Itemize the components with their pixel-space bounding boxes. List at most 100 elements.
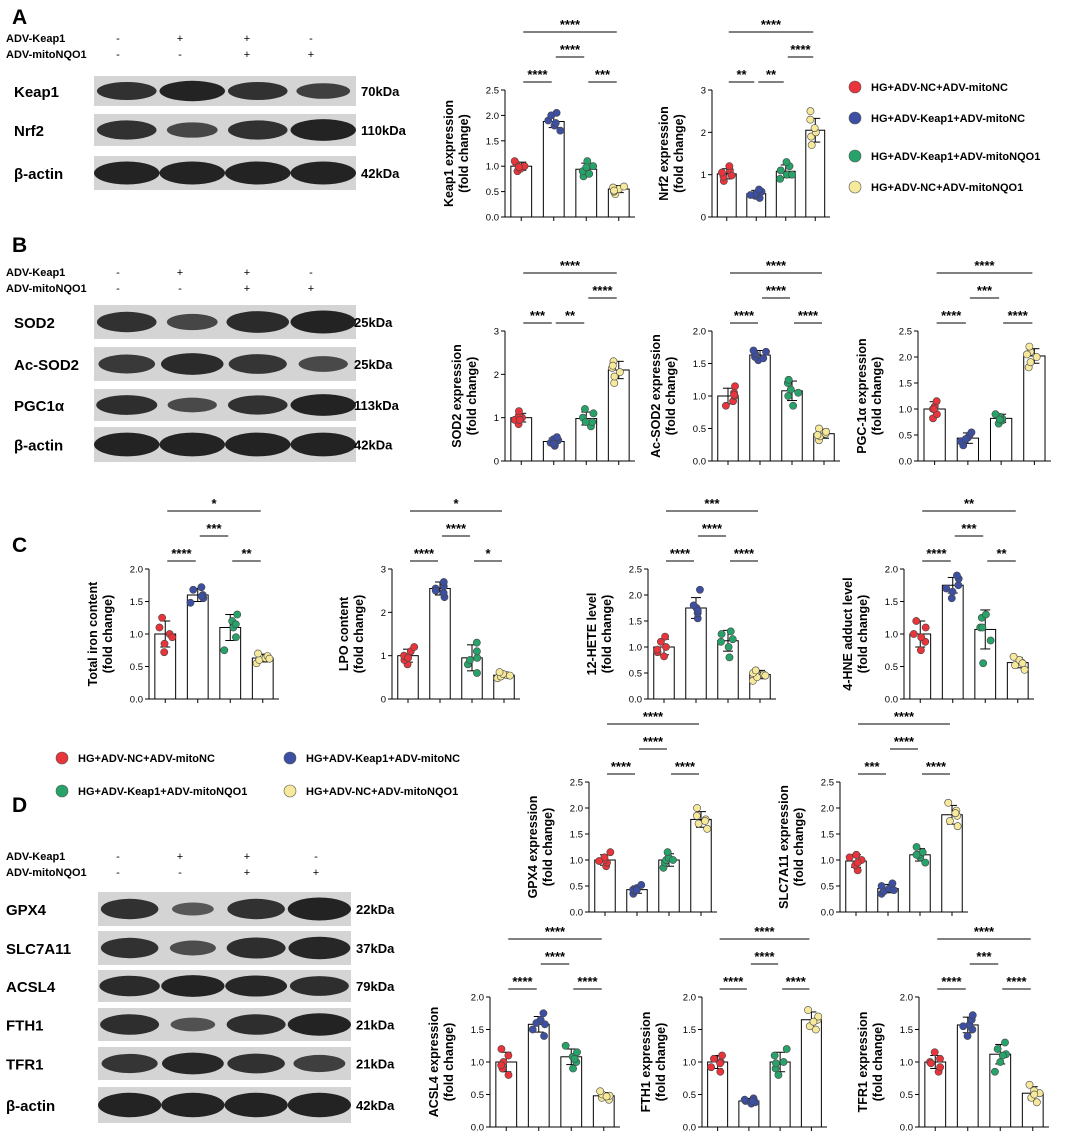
data-point xyxy=(942,584,951,593)
bar xyxy=(527,1023,550,1128)
treatment-sign: + xyxy=(244,283,250,295)
data-point xyxy=(789,401,798,410)
y-tick-label: 1.0 xyxy=(486,162,499,173)
blot-band xyxy=(167,397,217,413)
significance-label: ** xyxy=(736,67,747,82)
y-tick-label: 1 xyxy=(701,170,706,181)
significance-label: **** xyxy=(577,974,598,989)
data-point xyxy=(653,645,662,654)
significance-label: **** xyxy=(766,283,787,298)
data-point xyxy=(917,633,926,642)
blot-band xyxy=(287,1013,351,1036)
blot-band xyxy=(159,161,225,185)
y-axis-label-unit: (fold change) xyxy=(541,808,555,886)
data-point xyxy=(927,1059,935,1068)
data-point xyxy=(1023,350,1031,359)
y-tick-label: 3 xyxy=(494,327,499,338)
blot-band xyxy=(227,1053,285,1074)
y-axis-label-unit: (fold change) xyxy=(871,1023,885,1101)
bar xyxy=(956,1024,979,1128)
data-point xyxy=(662,643,670,651)
blot-name: PGC1α xyxy=(14,398,65,415)
data-point xyxy=(788,170,797,179)
data-point xyxy=(916,646,925,655)
data-point xyxy=(197,583,206,592)
legend-label: HG+ADV-NC+ADV-mitoNQO1 xyxy=(306,786,458,798)
data-point xyxy=(998,1051,1007,1060)
data-point xyxy=(947,594,956,603)
data-point xyxy=(573,1048,581,1057)
significance-label: **** xyxy=(611,759,632,774)
significance-label: * xyxy=(211,496,217,511)
data-point xyxy=(991,410,1000,419)
data-point xyxy=(852,850,861,859)
bar xyxy=(941,584,964,700)
y-axis-label-unit: (fold change) xyxy=(654,1023,668,1101)
data-point xyxy=(786,385,795,394)
data-point xyxy=(595,857,604,865)
significance-label: *** xyxy=(595,67,611,82)
blot-band xyxy=(227,395,288,415)
blot-name: β-actin xyxy=(14,438,63,455)
data-point xyxy=(497,1061,506,1070)
data-point xyxy=(189,585,198,594)
y-tick-label: 2 xyxy=(381,608,386,619)
panel-letter-a: A xyxy=(12,6,27,29)
data-point xyxy=(515,407,523,416)
data-point xyxy=(694,819,703,828)
significance-label: **** xyxy=(761,17,782,32)
significance-label: **** xyxy=(545,949,566,964)
treatment-sign: - xyxy=(178,49,182,61)
significance-label: *** xyxy=(704,496,720,511)
y-axis-label: 4-HNE adduct level xyxy=(841,577,855,690)
blot-kda: 42kDa xyxy=(356,1098,395,1113)
bar-chart-5: 0.0 0.5 1.0 1.5 2.0 2.5 PGC-1α expression (fold… xyxy=(855,258,1051,468)
treatment-sign: - xyxy=(309,33,313,45)
panel-letter-d: D xyxy=(12,794,27,817)
data-point xyxy=(602,1092,611,1101)
blot-band xyxy=(290,310,356,334)
data-point xyxy=(553,433,561,442)
panel-letter-b: B xyxy=(12,234,27,257)
y-axis-label-unit: (fold change) xyxy=(870,357,884,435)
data-point xyxy=(724,643,733,651)
data-point xyxy=(552,108,561,117)
data-point xyxy=(703,824,712,833)
blot-band xyxy=(224,1092,288,1118)
y-tick-label: 1.0 xyxy=(570,856,583,867)
legend-label: HG+ADV-Keap1+ADV-mitoNC xyxy=(871,113,1025,125)
data-point xyxy=(770,1051,779,1060)
blot-band xyxy=(226,1014,286,1035)
y-tick-label: 1.5 xyxy=(683,1025,696,1036)
y-axis-label: 12-HETE level xyxy=(585,593,599,676)
data-point xyxy=(689,601,698,610)
data-point xyxy=(761,671,770,680)
significance-label: *** xyxy=(530,308,546,323)
data-point xyxy=(774,1071,783,1079)
legend-label: HG+ADV-NC+ADV-mitoNQO1 xyxy=(871,182,1023,194)
bar-chart-1: 0.0 0.5 1.0 1.5 2.0 2.5 Keap1 expression (fold … xyxy=(442,17,635,224)
data-point xyxy=(231,620,240,629)
blot-band xyxy=(290,119,356,141)
significance-label: **** xyxy=(754,924,775,939)
data-point xyxy=(996,1058,1005,1066)
blot-band xyxy=(225,975,288,997)
data-point xyxy=(589,162,598,171)
treatment-sign: + xyxy=(308,49,314,61)
y-tick-label: 0.0 xyxy=(900,1123,913,1134)
data-point xyxy=(751,666,760,675)
data-point xyxy=(472,647,481,656)
blot-band xyxy=(100,937,159,959)
bar-chart-8: 0.0 0.5 1.0 1.5 2.0 2.5 12-HETE level (fold cha… xyxy=(585,496,776,706)
data-point xyxy=(718,1051,726,1060)
data-point xyxy=(495,668,504,677)
data-point xyxy=(473,653,482,662)
data-point xyxy=(669,856,677,864)
data-point xyxy=(810,124,819,133)
data-point xyxy=(740,1095,749,1104)
y-axis-label: GPX4 expression xyxy=(526,796,540,899)
significance-label: **** xyxy=(171,546,192,561)
blot-band xyxy=(226,937,286,959)
treatment-sign: + xyxy=(244,867,250,879)
significance-label: **** xyxy=(545,924,566,939)
